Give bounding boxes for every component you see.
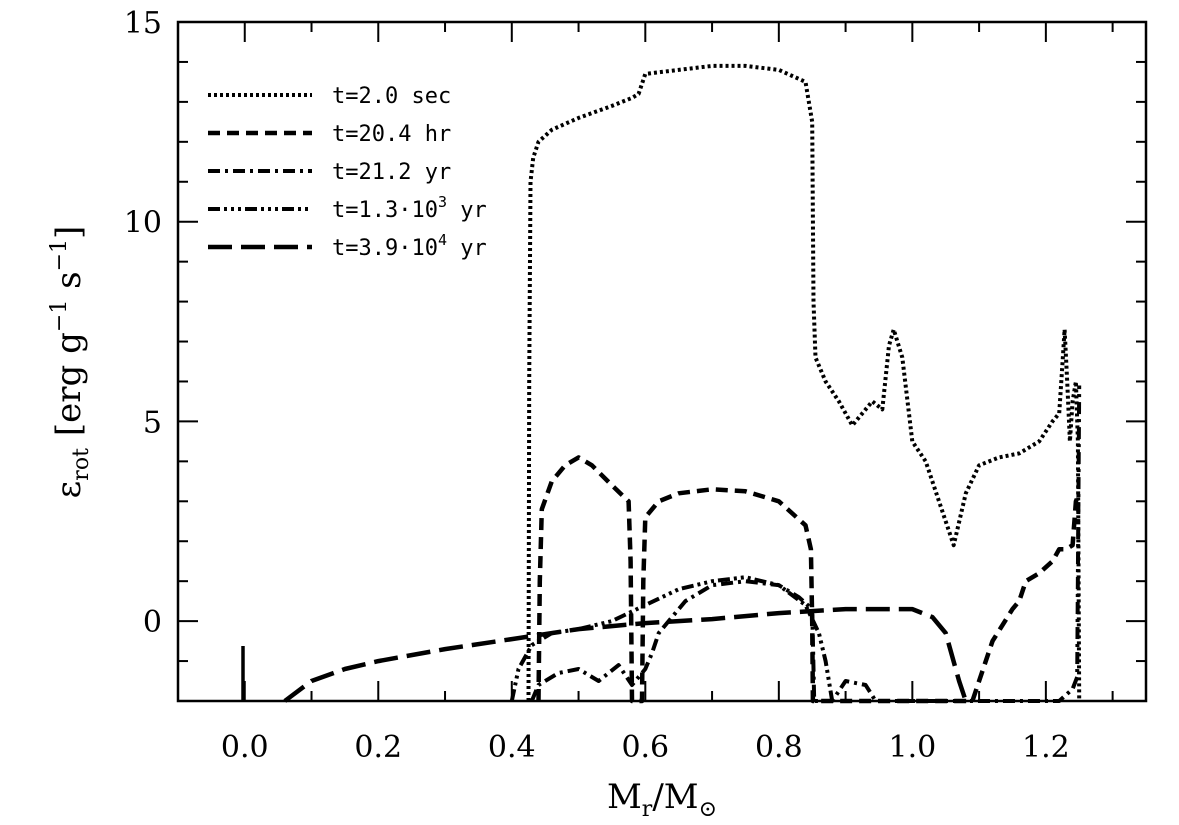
y-tick-label: 10 (124, 206, 162, 241)
x-tick-label: 0.4 (488, 730, 536, 765)
plot-frame (176, 20, 1148, 703)
x-tick-label: 1.0 (888, 730, 936, 765)
legend-label-3: t=21.2 yr (332, 160, 451, 185)
series-line-1 (526, 63, 1082, 702)
legend-label-2: t=20.4 hr (332, 122, 451, 147)
y-tick-label: 15 (124, 6, 162, 41)
y-tick-label: 0 (143, 605, 162, 640)
series-line-4 (509, 575, 835, 702)
legend-label-1: t=2.0 sec (332, 84, 451, 109)
series-layer (283, 63, 1082, 704)
x-tick-label: 0.6 (621, 730, 669, 765)
y-tick-label: 5 (143, 405, 162, 440)
x-axis-title: Mr/M⊙ (607, 777, 717, 822)
tick-labels: 0.0 0.2 0.4 0.6 0.8 1.0 1.2 0 5 10 15 (124, 6, 1070, 765)
legend: t=2.0 sec t=20.4 hr t=21.2 yr t=1.3·103 yr t… (208, 84, 487, 261)
x-tick-label: 0.8 (755, 730, 803, 765)
x-tick-label: 1.2 (1022, 730, 1070, 765)
series-line-3 (529, 385, 1082, 703)
legend-label-5: t=3.9·104 yr (332, 231, 487, 261)
series-line-2 (536, 455, 1082, 704)
legend-label-4: t=1.3·103 yr (332, 193, 487, 223)
axis-ticks (177, 21, 1146, 702)
x-tick-label: 0.0 (221, 730, 269, 765)
x-tick-label: 0.2 (354, 730, 402, 765)
y-axis-title: εrot[erg g−1 s−1] (47, 226, 94, 499)
series-line-5 (283, 606, 968, 703)
